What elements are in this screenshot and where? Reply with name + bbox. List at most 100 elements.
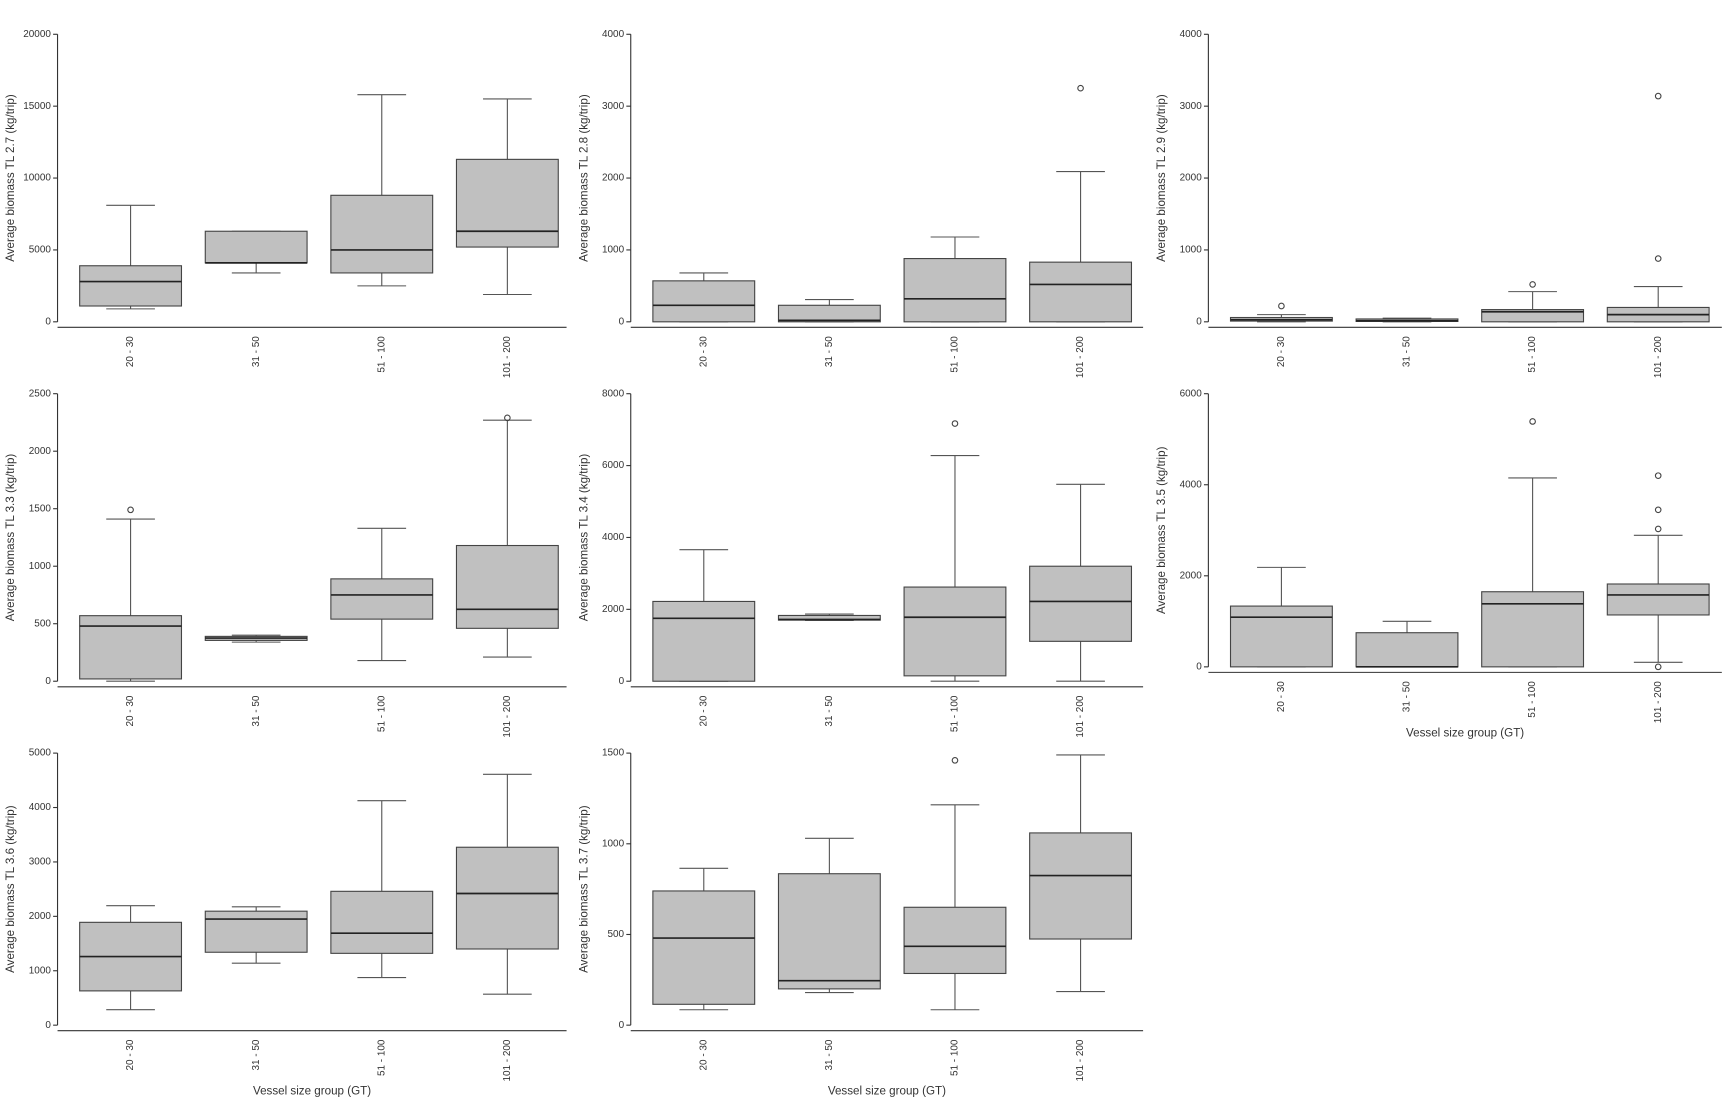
y-tick-label: 1000 — [602, 838, 625, 849]
y-tick-label: 6000 — [602, 460, 625, 471]
y-tick-label: 2500 — [29, 388, 52, 399]
y-tick-label: 500 — [34, 618, 51, 629]
x-tick-label: 51 - 100 — [376, 336, 387, 373]
x-tick-label: 51 - 100 — [1527, 336, 1538, 373]
x-tick-label: 101 - 200 — [1653, 336, 1664, 378]
x-axis-label: Vessel size group (GT) — [253, 1085, 371, 1098]
box — [204, 910, 308, 953]
y-tick-label: 2000 — [29, 911, 52, 922]
x-tick-label: 20 - 30 — [125, 336, 136, 367]
box — [1029, 261, 1133, 323]
x-tick-label: 51 - 100 — [950, 695, 961, 732]
y-tick-label: 0 — [619, 676, 625, 687]
box — [1355, 632, 1459, 668]
box — [1481, 309, 1585, 323]
outlier — [1654, 525, 1662, 533]
outlier — [1654, 506, 1662, 514]
x-tick-label: 101 - 200 — [1653, 681, 1664, 723]
box — [1229, 605, 1333, 668]
outlier — [504, 414, 511, 422]
box — [455, 846, 559, 950]
y-tick-label: 1500 — [29, 503, 52, 514]
y-tick-label: 6000 — [1180, 388, 1203, 399]
x-tick-label: 101 - 200 — [1075, 1039, 1086, 1081]
x-tick-label: 31 - 50 — [824, 336, 835, 367]
x-tick-label: 51 - 100 — [950, 336, 961, 373]
x-tick-label: 20 - 30 — [125, 1039, 136, 1070]
y-tick-label: 8000 — [602, 388, 625, 399]
box — [777, 873, 881, 990]
box — [777, 304, 881, 323]
panel: 0 2000 4000 6000 8000 Average biomass TL 3.4 … — [577, 388, 1144, 738]
y-tick-label: 3000 — [1180, 101, 1203, 112]
y-axis-label: Average biomass TL 2.8 (kg/trip) — [577, 94, 590, 262]
x-axis-label: Vessel size group (GT) — [828, 1085, 946, 1098]
y-tick-label: 2000 — [1180, 173, 1203, 184]
outlier — [1529, 281, 1536, 288]
x-tick-label: 31 - 50 — [1402, 681, 1413, 712]
y-tick-label: 1000 — [1180, 245, 1203, 256]
y-tick-label: 0 — [619, 1020, 625, 1031]
box — [1029, 565, 1133, 642]
box — [79, 615, 183, 680]
box — [455, 544, 559, 629]
x-tick-label: 20 - 30 — [698, 1039, 709, 1070]
box — [1606, 583, 1710, 616]
box — [652, 890, 756, 1005]
x-tick-label: 51 - 100 — [950, 1039, 961, 1076]
x-tick-label: 101 - 200 — [502, 336, 513, 378]
box — [1029, 832, 1133, 940]
outlier — [127, 506, 134, 514]
box — [79, 265, 183, 307]
outlier — [1654, 472, 1662, 479]
x-tick-label: 20 - 30 — [1276, 681, 1287, 712]
y-tick-label: 0 — [619, 316, 625, 327]
y-tick-label: 4000 — [1180, 479, 1203, 490]
y-tick-label: 15000 — [23, 101, 51, 112]
x-tick-label: 31 - 50 — [251, 336, 262, 367]
panel: 0 1000 2000 3000 4000 Average biomass TL 2.8 … — [577, 29, 1144, 378]
box — [330, 890, 434, 954]
box — [903, 586, 1007, 677]
y-axis-label: Average biomass TL 3.6 (kg/trip) — [4, 805, 17, 973]
x-tick-label: 20 - 30 — [698, 336, 709, 367]
y-tick-label: 0 — [45, 1020, 51, 1031]
y-tick-label: 0 — [1196, 661, 1202, 672]
outlier — [951, 757, 959, 764]
y-tick-label: 3000 — [29, 857, 52, 868]
y-tick-label: 5000 — [29, 245, 52, 256]
y-tick-label: 10000 — [23, 173, 51, 184]
box — [455, 158, 559, 248]
y-axis-label: Average biomass TL 2.7 (kg/trip) — [4, 94, 17, 262]
outlier — [1654, 255, 1662, 262]
y-tick-label: 0 — [45, 316, 51, 327]
box — [903, 906, 1007, 975]
x-tick-label: 101 - 200 — [502, 1039, 513, 1081]
x-tick-label: 31 - 50 — [824, 695, 835, 726]
y-tick-label: 0 — [1196, 316, 1202, 327]
x-axis-label: Vessel size group (GT) — [1406, 726, 1524, 739]
outlier — [1654, 92, 1662, 100]
x-tick-label: 51 - 100 — [376, 1039, 387, 1076]
outlier — [951, 420, 959, 427]
outlier — [1278, 302, 1285, 310]
y-tick-label: 500 — [608, 929, 625, 940]
y-axis-label: Average biomass TL 2.9 (kg/trip) — [1155, 94, 1168, 262]
y-tick-label: 5000 — [29, 748, 52, 759]
y-axis-label: Average biomass TL 3.4 (kg/trip) — [577, 454, 590, 622]
y-tick-label: 0 — [45, 676, 51, 687]
x-tick-label: 31 - 50 — [251, 1039, 262, 1070]
y-tick-label: 4000 — [1180, 29, 1203, 40]
x-tick-label: 20 - 30 — [125, 695, 136, 726]
outlier — [1529, 418, 1536, 425]
y-tick-label: 2000 — [602, 604, 625, 615]
x-tick-label: 101 - 200 — [1075, 336, 1086, 378]
box — [204, 230, 308, 264]
x-tick-label: 101 - 200 — [502, 695, 513, 737]
x-tick-label: 20 - 30 — [698, 695, 709, 726]
panel: 0 500 1000 1500 Average biomass TL 3.7 (kg/t… — [577, 748, 1144, 1098]
box — [652, 600, 756, 682]
x-tick-label: 51 - 100 — [376, 695, 387, 732]
y-tick-label: 4000 — [602, 532, 625, 543]
